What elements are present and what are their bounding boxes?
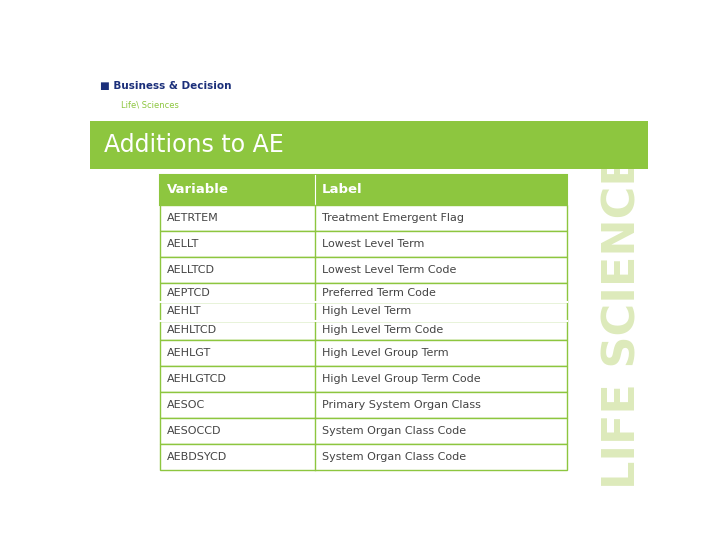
Text: High Level Term Code: High Level Term Code xyxy=(322,325,443,335)
Text: High Level Term: High Level Term xyxy=(322,307,411,316)
FancyBboxPatch shape xyxy=(160,302,567,321)
FancyBboxPatch shape xyxy=(160,418,567,444)
Text: AELLT: AELLT xyxy=(167,239,199,249)
Text: Preferred Term Code: Preferred Term Code xyxy=(322,288,436,298)
Text: AEHLGT: AEHLGT xyxy=(167,348,211,357)
Text: Lowest Level Term: Lowest Level Term xyxy=(322,239,424,249)
Text: AEHLGTCD: AEHLGTCD xyxy=(167,374,227,384)
FancyBboxPatch shape xyxy=(160,392,567,418)
Text: AESOC: AESOC xyxy=(167,400,205,410)
Text: AETRTEM: AETRTEM xyxy=(167,213,219,223)
FancyBboxPatch shape xyxy=(160,257,567,284)
FancyBboxPatch shape xyxy=(160,231,567,257)
Text: AEPTCD: AEPTCD xyxy=(167,288,211,298)
FancyBboxPatch shape xyxy=(160,321,567,340)
Text: Label: Label xyxy=(322,184,362,197)
Text: Treatment Emergent Flag: Treatment Emergent Flag xyxy=(322,213,464,223)
Text: AEBDSYCD: AEBDSYCD xyxy=(167,452,228,462)
Text: Lowest Level Term Code: Lowest Level Term Code xyxy=(322,265,456,275)
FancyBboxPatch shape xyxy=(160,444,567,470)
FancyBboxPatch shape xyxy=(160,366,567,392)
FancyBboxPatch shape xyxy=(160,205,567,231)
FancyBboxPatch shape xyxy=(160,284,567,302)
Text: AEHLT: AEHLT xyxy=(167,307,202,316)
Text: System Organ Class Code: System Organ Class Code xyxy=(322,426,466,436)
Text: High Level Group Term: High Level Group Term xyxy=(322,348,449,357)
Text: ■ Business & Decision: ■ Business & Decision xyxy=(100,81,232,91)
Text: System Organ Class Code: System Organ Class Code xyxy=(322,452,466,462)
Text: Additions to AE: Additions to AE xyxy=(104,133,284,157)
FancyBboxPatch shape xyxy=(160,340,567,366)
Text: LIFE SCIENCES: LIFE SCIENCES xyxy=(601,123,644,489)
Text: Primary System Organ Class: Primary System Organ Class xyxy=(322,400,481,410)
FancyBboxPatch shape xyxy=(90,121,648,168)
Text: AELLTCD: AELLTCD xyxy=(167,265,215,275)
Text: Life\ Sciences: Life\ Sciences xyxy=(121,101,179,110)
Text: AEHLTCD: AEHLTCD xyxy=(167,325,217,335)
Text: Variable: Variable xyxy=(167,184,229,197)
FancyBboxPatch shape xyxy=(160,175,567,205)
Text: AESOCCD: AESOCCD xyxy=(167,426,222,436)
FancyBboxPatch shape xyxy=(90,65,648,121)
Text: High Level Group Term Code: High Level Group Term Code xyxy=(322,374,480,384)
